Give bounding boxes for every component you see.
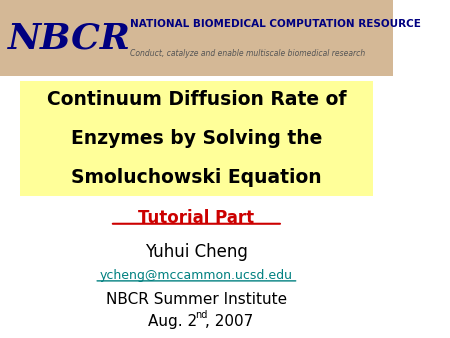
Text: Yuhui Cheng: Yuhui Cheng: [145, 243, 248, 261]
FancyBboxPatch shape: [20, 81, 373, 196]
Text: NBCR: NBCR: [8, 21, 131, 55]
Text: Smoluchowski Equation: Smoluchowski Equation: [71, 168, 322, 187]
Text: Conduct, catalyze and enable multiscale biomedical research: Conduct, catalyze and enable multiscale …: [130, 49, 365, 58]
Text: Aug. 2: Aug. 2: [148, 314, 197, 329]
Text: NATIONAL BIOMEDICAL COMPUTATION RESOURCE: NATIONAL BIOMEDICAL COMPUTATION RESOURCE: [130, 19, 420, 29]
Text: nd: nd: [195, 310, 207, 320]
Text: Enzymes by Solving the: Enzymes by Solving the: [71, 129, 322, 148]
Text: ycheng@mccammon.ucsd.edu: ycheng@mccammon.ucsd.edu: [100, 269, 293, 282]
Text: NBCR Summer Institute: NBCR Summer Institute: [106, 292, 287, 307]
Text: Continuum Diffusion Rate of: Continuum Diffusion Rate of: [47, 90, 346, 109]
FancyBboxPatch shape: [0, 0, 393, 76]
Text: Tutorial Part: Tutorial Part: [138, 209, 254, 227]
Text: , 2007: , 2007: [205, 314, 253, 329]
